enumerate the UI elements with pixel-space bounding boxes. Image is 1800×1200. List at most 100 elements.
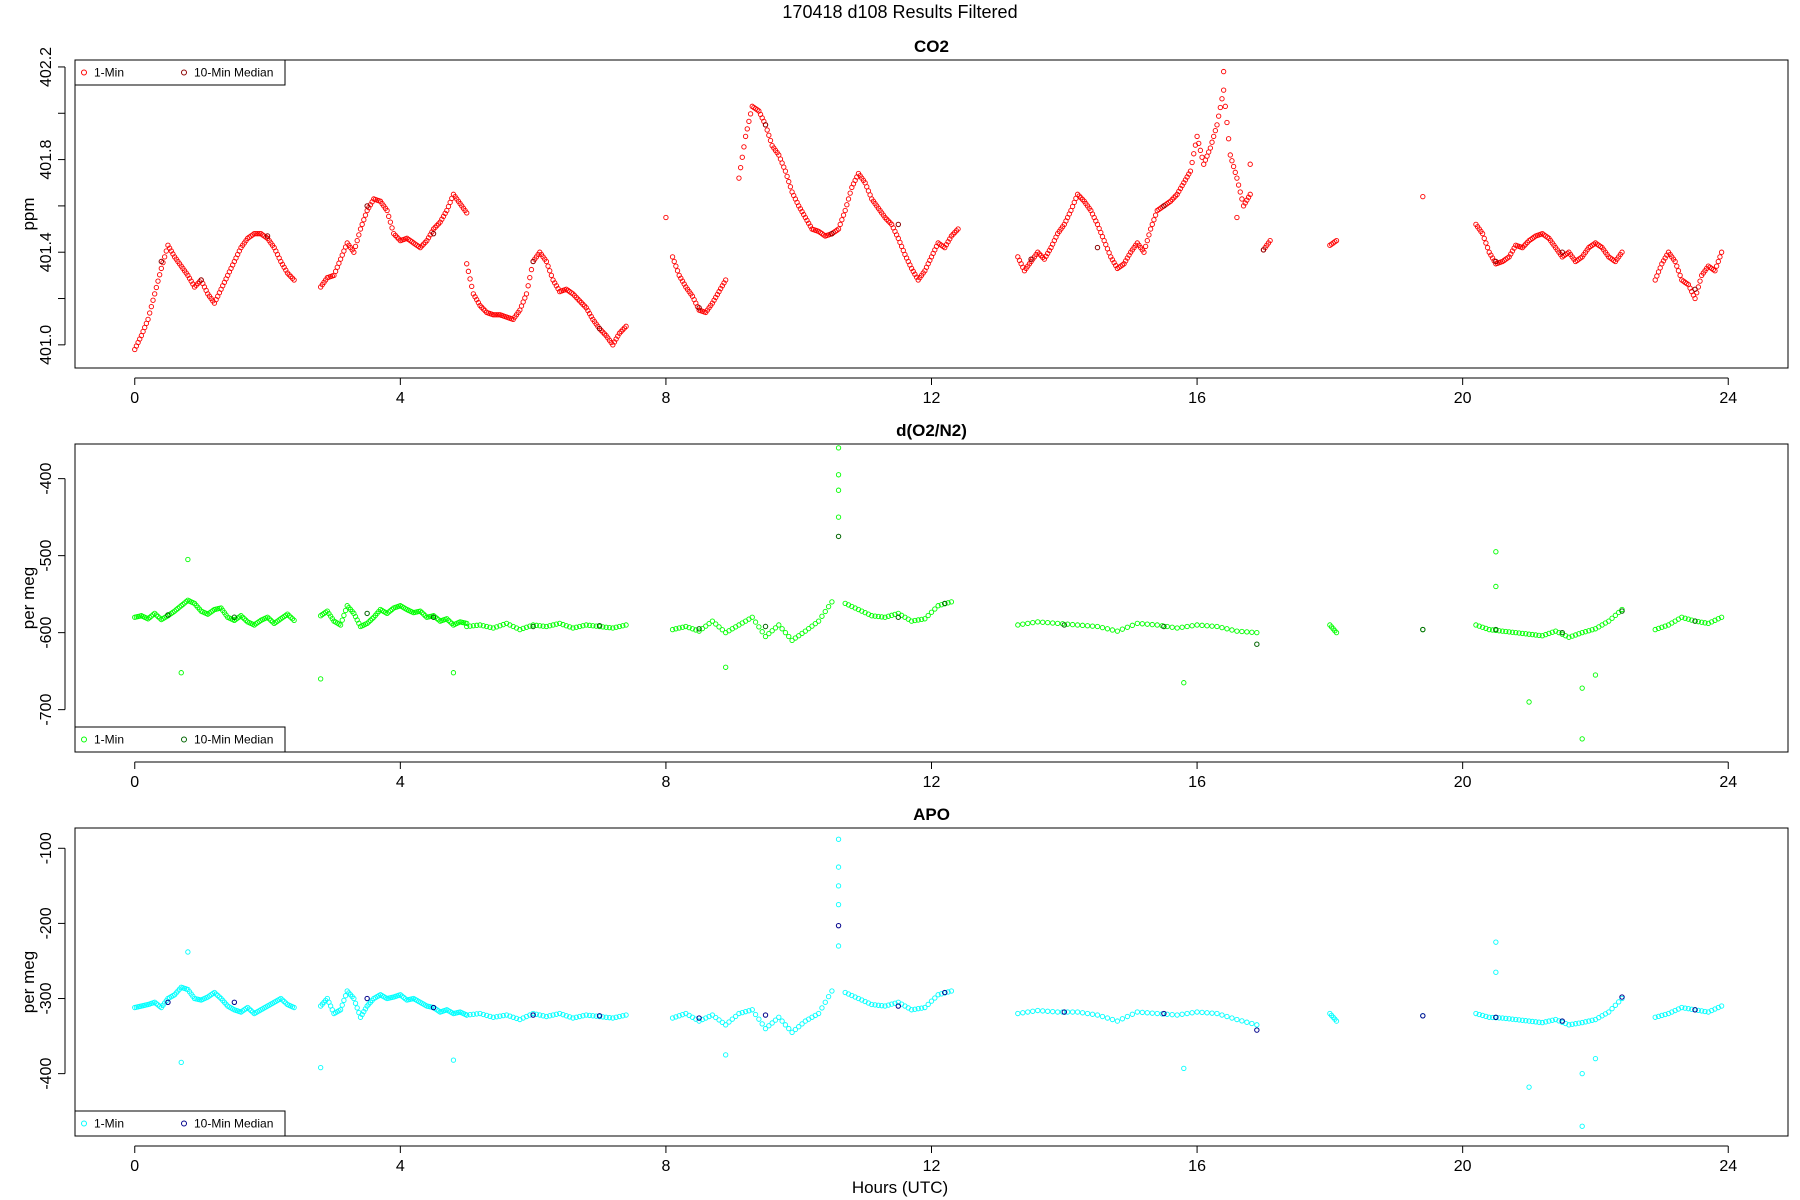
data-point bbox=[147, 310, 153, 316]
data-point bbox=[910, 268, 916, 274]
outlier-point bbox=[835, 445, 842, 451]
data-point bbox=[1499, 1015, 1506, 1021]
data-point bbox=[585, 308, 591, 314]
data-point bbox=[386, 213, 392, 219]
data-point bbox=[1508, 251, 1514, 257]
data-point bbox=[548, 272, 555, 279]
y-tick-label: -500 bbox=[38, 540, 55, 572]
data-point bbox=[829, 988, 835, 994]
data-point bbox=[342, 993, 349, 999]
data-point bbox=[1069, 621, 1076, 628]
plot-frame bbox=[74, 443, 1789, 753]
data-point bbox=[1239, 1018, 1245, 1024]
legend-marker-1min bbox=[81, 69, 87, 76]
data-point bbox=[1503, 1015, 1509, 1022]
data-point bbox=[802, 628, 808, 634]
data-point bbox=[1496, 628, 1502, 634]
outlier-point bbox=[318, 676, 324, 682]
outlier-point bbox=[1247, 161, 1253, 167]
data-point bbox=[885, 613, 891, 619]
data-point bbox=[1046, 247, 1053, 254]
data-point bbox=[1235, 182, 1242, 188]
median-point bbox=[364, 610, 370, 617]
data-point bbox=[875, 1002, 882, 1008]
data-point bbox=[600, 1014, 606, 1020]
data-point bbox=[540, 1013, 546, 1019]
data-point bbox=[787, 184, 794, 190]
data-point bbox=[543, 1013, 550, 1020]
data-point bbox=[362, 212, 369, 218]
data-point bbox=[623, 323, 629, 329]
data-point bbox=[1224, 119, 1230, 126]
data-point bbox=[1114, 628, 1121, 634]
data-point bbox=[1030, 619, 1036, 626]
data-point bbox=[289, 616, 296, 622]
data-point bbox=[580, 623, 586, 629]
data-point bbox=[1199, 154, 1205, 160]
data-point bbox=[1689, 617, 1695, 623]
panel-title: d(O2/N2) bbox=[896, 421, 967, 440]
data-point bbox=[879, 614, 885, 620]
data-point bbox=[1119, 1016, 1126, 1022]
data-point bbox=[497, 1013, 503, 1019]
data-point bbox=[815, 618, 822, 624]
data-point bbox=[1230, 163, 1237, 170]
data-point bbox=[563, 623, 569, 629]
data-point bbox=[693, 627, 699, 633]
data-point bbox=[699, 625, 706, 632]
outlier-point bbox=[1592, 672, 1599, 678]
median-point bbox=[762, 623, 769, 630]
data-point bbox=[1219, 96, 1225, 102]
data-point bbox=[719, 283, 726, 289]
data-point bbox=[1662, 623, 1668, 629]
data-point bbox=[1059, 1009, 1066, 1015]
x-tick-label: 8 bbox=[661, 1158, 670, 1175]
data-point bbox=[361, 217, 367, 223]
data-point bbox=[484, 623, 490, 630]
data-point bbox=[1174, 625, 1180, 631]
data-point bbox=[1224, 1013, 1230, 1020]
data-point bbox=[1486, 626, 1492, 633]
outlier-point bbox=[1493, 549, 1499, 555]
data-point bbox=[1254, 630, 1260, 636]
data-point bbox=[528, 266, 535, 273]
data-point bbox=[442, 210, 448, 217]
data-point bbox=[1695, 1007, 1702, 1014]
data-point bbox=[1682, 1005, 1688, 1011]
data-point bbox=[1589, 1017, 1595, 1023]
data-point bbox=[709, 1012, 716, 1018]
data-point bbox=[153, 612, 159, 618]
data-point bbox=[766, 1023, 772, 1029]
y-tick-label: -400 bbox=[38, 463, 55, 495]
data-point bbox=[885, 1002, 891, 1008]
data-point bbox=[892, 611, 898, 618]
data-point bbox=[1566, 634, 1572, 640]
data-point bbox=[586, 1012, 593, 1019]
data-point bbox=[711, 297, 717, 303]
data-point bbox=[796, 1024, 802, 1030]
data-point bbox=[359, 221, 365, 228]
data-point bbox=[683, 623, 689, 630]
data-point bbox=[339, 1002, 345, 1008]
data-point bbox=[422, 613, 428, 619]
data-point bbox=[1333, 1018, 1340, 1024]
data-point bbox=[268, 617, 274, 623]
data-point bbox=[590, 623, 596, 629]
median-point bbox=[364, 995, 370, 1002]
panel-title: APO bbox=[913, 805, 950, 824]
data-point bbox=[269, 619, 276, 625]
data-point bbox=[1174, 1012, 1180, 1018]
data-point bbox=[673, 1014, 679, 1020]
data-point bbox=[533, 622, 540, 628]
data-point bbox=[807, 223, 813, 229]
data-point bbox=[1111, 259, 1117, 266]
data-point bbox=[1267, 237, 1273, 244]
data-point bbox=[465, 268, 472, 274]
data-point bbox=[157, 272, 163, 278]
median-point bbox=[264, 233, 271, 239]
data-point bbox=[583, 305, 589, 311]
legend: 1-Min 10-Min Median bbox=[74, 1110, 286, 1137]
legend-label-1min: 1-Min bbox=[94, 1117, 124, 1131]
x-tick-label: 24 bbox=[1719, 390, 1737, 407]
data-point bbox=[882, 1003, 888, 1009]
